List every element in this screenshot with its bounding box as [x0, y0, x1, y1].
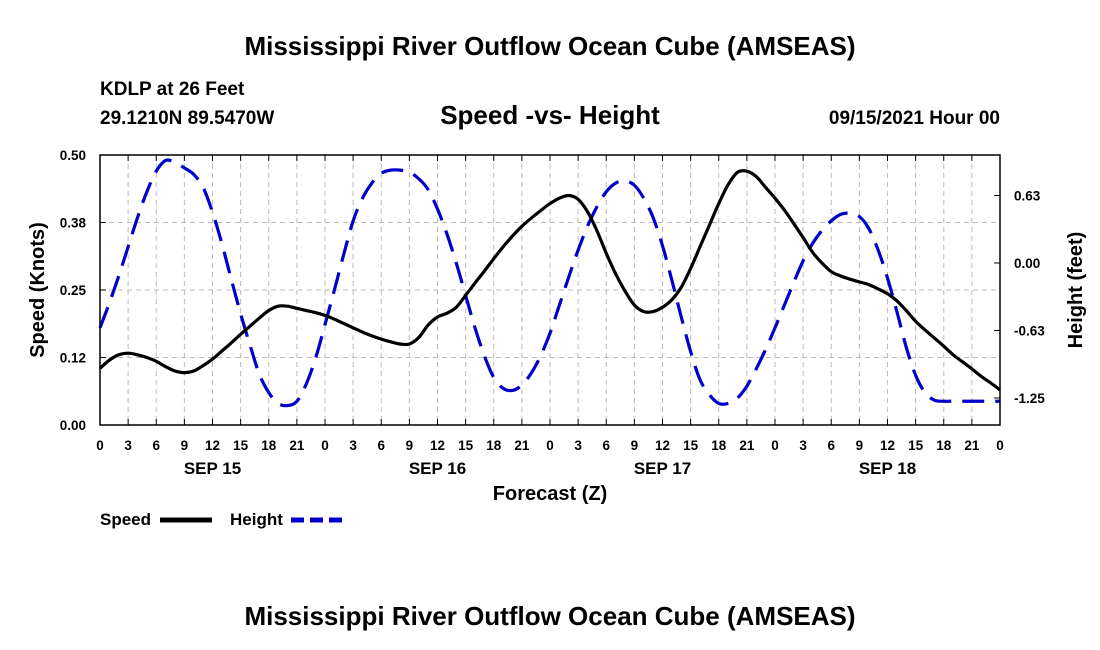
x-tick-label: 9 — [181, 438, 189, 453]
x-tick-label: 18 — [936, 438, 952, 453]
x-tick-label: 21 — [739, 438, 755, 453]
x-tick-label: 12 — [880, 438, 895, 453]
x-tick-label: 18 — [486, 438, 502, 453]
x-tick-label: 6 — [827, 438, 835, 453]
series-layer — [98, 158, 1001, 408]
right-axis-label: Height (feet) — [1065, 232, 1087, 349]
x-tick-label: 6 — [602, 438, 610, 453]
x-tick-label: 15 — [233, 438, 249, 453]
x-tick-label: 9 — [631, 438, 639, 453]
x-tick-label: 0 — [321, 438, 329, 453]
left-tick-label: 0.25 — [60, 283, 87, 298]
left-tick-label: 0.38 — [60, 216, 87, 231]
speed-series-line — [98, 169, 1001, 392]
x-tick-label: 12 — [430, 438, 445, 453]
height-series-line — [98, 158, 1000, 408]
legend-height-label: Height — [230, 510, 283, 529]
date-label: SEP 16 — [409, 459, 466, 478]
x-tick-label: 0 — [771, 438, 779, 453]
axis-ticks — [99, 154, 1001, 426]
right-tick-label: -0.63 — [1014, 324, 1045, 339]
x-tick-label: 21 — [289, 438, 305, 453]
right-tick-label: 0.00 — [1014, 256, 1040, 271]
x-tick-label: 12 — [205, 438, 220, 453]
x-tick-label: 0 — [96, 438, 104, 453]
x-tick-label: 21 — [964, 438, 980, 453]
location-label: 29.1210N 89.5470W — [100, 108, 274, 129]
x-axis-label: Forecast (Z) — [493, 483, 607, 505]
top-title: Mississippi River Outflow Ocean Cube (AM… — [244, 31, 855, 61]
x-tick-label: 15 — [458, 438, 474, 453]
x-tick-label: 15 — [908, 438, 924, 453]
x-tick-label: 9 — [406, 438, 414, 453]
left-tick-label: 0.00 — [60, 418, 86, 433]
station-label: KDLP at 26 Feet — [100, 79, 245, 100]
right-tick-labels: -1.25 -0.63 0.00 0.63 — [1014, 189, 1045, 407]
x-tick-label: 18 — [261, 438, 277, 453]
x-tick-label: 3 — [349, 438, 357, 453]
left-tick-label: 0.50 — [60, 148, 86, 163]
date-label: SEP 15 — [184, 459, 241, 478]
x-tick-label: 15 — [683, 438, 699, 453]
date-label: SEP 18 — [859, 459, 916, 478]
date-labels: SEP 15 SEP 16 SEP 17 SEP 18 — [184, 459, 916, 478]
x-tick-label: 6 — [377, 438, 385, 453]
x-tick-label: 18 — [711, 438, 727, 453]
chart-title: Speed -vs- Height — [440, 100, 660, 130]
x-tick-labels: 0 3 6 9 12 15 18 21 0 3 6 9 12 15 18 21 0 3 6 9 12 15 18 21 0 3 6 9… — [96, 438, 1004, 453]
x-tick-label: 0 — [546, 438, 554, 453]
left-tick-label: 0.12 — [60, 351, 86, 366]
right-tick-label: 0.63 — [1014, 189, 1041, 204]
left-tick-labels: 0.00 0.12 0.25 0.38 0.50 — [60, 148, 87, 433]
left-axis-label: Speed (Knots) — [27, 222, 49, 358]
x-tick-label: 21 — [514, 438, 530, 453]
legend-speed-label: Speed — [100, 510, 151, 529]
x-tick-label: 3 — [799, 438, 807, 453]
right-tick-label: -1.25 — [1014, 391, 1045, 406]
x-tick-label: 12 — [655, 438, 670, 453]
legend: Speed Height — [100, 510, 343, 529]
x-tick-label: 6 — [152, 438, 160, 453]
x-tick-label: 3 — [574, 438, 582, 453]
date-label: SEP 17 — [634, 459, 691, 478]
grid-lines — [100, 155, 1000, 425]
bottom-title: Mississippi River Outflow Ocean Cube (AM… — [244, 601, 855, 631]
x-tick-label: 9 — [856, 438, 864, 453]
datetime-label: 09/15/2021 Hour 00 — [829, 108, 1000, 129]
x-tick-label: 3 — [124, 438, 132, 453]
x-tick-label: 0 — [996, 438, 1004, 453]
